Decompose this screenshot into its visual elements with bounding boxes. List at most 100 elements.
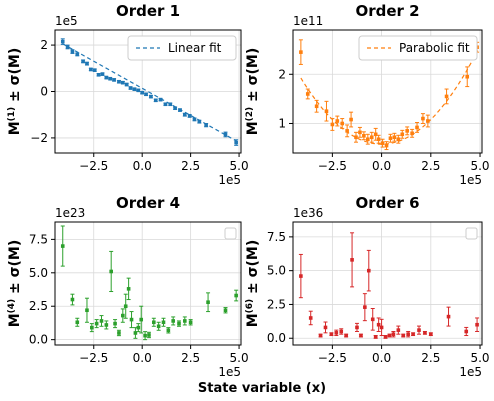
y-label-sup: (4) [7, 299, 17, 314]
point-marker [400, 132, 405, 137]
axes-frame [54, 221, 242, 346]
data-point [161, 317, 166, 327]
point-marker [396, 328, 401, 332]
y-tick-label: 2 [40, 38, 48, 52]
data-point [75, 317, 80, 327]
data-point [358, 333, 363, 338]
data-point [84, 61, 89, 66]
data-point [89, 323, 94, 333]
point-marker [388, 136, 393, 141]
point-marker [308, 316, 313, 320]
data-point [116, 79, 121, 84]
point-marker [344, 333, 348, 338]
point-marker [117, 331, 121, 335]
data-point [370, 308, 375, 331]
data-point [124, 82, 129, 87]
shared-x-label: State variable (x) [198, 381, 326, 396]
point-marker [96, 72, 101, 77]
data-point [104, 320, 109, 330]
y-exponent: 1e36 [293, 206, 323, 220]
point-marker [65, 45, 70, 49]
point-marker [358, 130, 362, 135]
y-tick-label: 2.5 [267, 297, 286, 311]
point-marker [366, 137, 370, 142]
point-marker [366, 268, 371, 273]
data-point [188, 319, 193, 326]
point-marker [362, 133, 366, 138]
point-marker [144, 92, 148, 97]
y-label-base: M [7, 121, 23, 135]
point-marker [136, 88, 141, 93]
point-marker [183, 319, 187, 323]
point-marker [465, 74, 470, 79]
point-marker [234, 140, 238, 145]
point-marker [168, 102, 173, 107]
data-point [120, 80, 125, 85]
y-exponent: 1e11 [293, 14, 323, 28]
point-marker [123, 304, 128, 309]
x-tick-label: 0.0 [372, 159, 391, 173]
panel-title: Order 2 [355, 2, 419, 20]
data-point [388, 133, 393, 143]
data-point [465, 66, 470, 88]
data-point [323, 321, 328, 334]
x-tick-label: 2.5 [181, 159, 200, 173]
data-point [383, 335, 388, 339]
data-point [108, 76, 113, 81]
point-marker [152, 320, 156, 325]
legend-box [224, 227, 237, 240]
data-point [318, 333, 323, 338]
data-point [464, 326, 469, 337]
y-label-sup: (1) [7, 107, 17, 122]
point-marker [143, 333, 147, 338]
data-point [410, 128, 415, 138]
data-point [334, 329, 339, 337]
point-marker [153, 98, 158, 103]
legend-box [465, 227, 478, 240]
data-point [415, 121, 420, 133]
point-marker [173, 106, 177, 111]
point-marker [299, 274, 303, 278]
point-marker [92, 68, 97, 72]
point-marker [104, 75, 109, 80]
point-marker [330, 122, 335, 127]
data-point [116, 329, 121, 337]
data-point [305, 88, 310, 100]
point-marker [126, 287, 131, 291]
point-marker [429, 332, 433, 336]
point-marker [206, 300, 210, 305]
data-point [354, 131, 358, 143]
point-marker [406, 332, 410, 336]
data-point [65, 44, 70, 50]
data-point [136, 323, 141, 333]
point-marker [163, 102, 168, 107]
point-marker [81, 59, 85, 64]
point-marker [177, 321, 181, 326]
data-point [234, 289, 239, 302]
data-point [411, 332, 416, 337]
point-marker [121, 80, 125, 85]
point-marker [426, 119, 430, 123]
point-marker [99, 319, 104, 323]
data-point [420, 113, 425, 124]
data-point [163, 102, 168, 107]
data-point [350, 232, 355, 288]
panel-1: −2.5 0.0 2.5 5.0 −2 0 2 1e5 1e5 Order 1 M(1) ± σ(M… [7, 2, 249, 187]
data-point [177, 108, 182, 112]
point-marker [223, 308, 228, 313]
point-marker [75, 52, 80, 57]
point-marker [391, 332, 396, 336]
point-marker [121, 313, 125, 318]
data-point [425, 114, 430, 128]
y-axis-label: M(2) ± σ(M) [245, 48, 261, 136]
x-tick-label: 5.0 [470, 159, 489, 173]
data-point [401, 333, 406, 338]
data-point [357, 126, 362, 138]
point-marker [188, 320, 193, 325]
point-marker [204, 123, 208, 127]
y-label-tail: ± σ(M) [245, 48, 261, 107]
data-point [173, 106, 178, 111]
point-marker [136, 325, 141, 330]
data-point [234, 139, 239, 146]
